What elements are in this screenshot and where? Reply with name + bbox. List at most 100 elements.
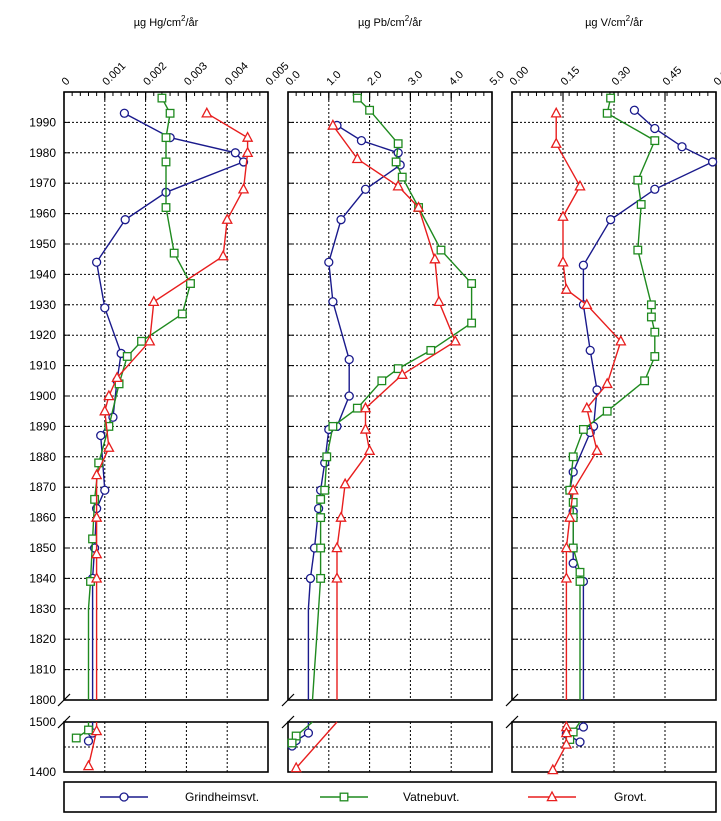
- data-point: [363, 444, 376, 455]
- data-point: [328, 297, 338, 307]
- y-tick-label: 1920: [29, 328, 56, 342]
- data-point: [201, 106, 213, 118]
- data-point: [90, 572, 103, 583]
- x-tick-label: 5.0: [488, 69, 507, 88]
- data-point: [104, 421, 114, 431]
- data-point: [359, 423, 372, 434]
- data-point: [83, 736, 94, 746]
- data-point: [177, 309, 187, 319]
- panel-1: [57, 91, 269, 773]
- data-point: [650, 123, 660, 134]
- data-point: [84, 725, 93, 735]
- legend-label: Vatnebuvt.: [403, 790, 459, 804]
- data-point: [606, 93, 616, 103]
- x-tick-label: 4.0: [447, 69, 466, 88]
- data-point: [320, 485, 330, 495]
- data-point: [238, 157, 249, 167]
- data-point: [377, 376, 387, 386]
- y-tick-label: 1830: [29, 602, 56, 616]
- data-point: [303, 728, 314, 738]
- data-point: [568, 467, 578, 477]
- y-tick-label: 1930: [29, 298, 56, 312]
- data-point: [71, 733, 81, 743]
- data-point: [91, 257, 102, 267]
- x-tick-label: 1.0: [324, 69, 343, 88]
- data-point: [88, 534, 98, 544]
- data-point: [316, 543, 326, 553]
- legend-label: Grovt.: [614, 790, 647, 804]
- data-point: [564, 511, 576, 522]
- data-point: [230, 148, 241, 158]
- panel-frames: [57, 91, 717, 773]
- series-line: [295, 721, 338, 769]
- data-point: [148, 295, 160, 307]
- data-point: [356, 135, 367, 146]
- data-point: [578, 424, 588, 434]
- data-point: [602, 108, 612, 118]
- data-point: [221, 213, 233, 224]
- x-tick-label: 0.002: [141, 60, 169, 88]
- data-point: [82, 759, 95, 771]
- data-point: [557, 210, 569, 221]
- y-tick-label: 1960: [29, 207, 56, 221]
- data-point: [120, 215, 130, 225]
- data-point: [344, 391, 354, 401]
- series-grovt: [547, 106, 627, 775]
- data-point: [426, 345, 436, 355]
- x-tick-label: 0.00: [508, 64, 532, 88]
- y-tick-label: 1880: [29, 450, 56, 464]
- data-point: [567, 483, 579, 495]
- panel-3: [505, 91, 717, 773]
- data-point: [615, 334, 627, 346]
- data-point: [365, 105, 375, 115]
- data-point: [344, 354, 354, 365]
- x-tick-label: 0.60: [712, 64, 721, 88]
- data-point: [169, 248, 179, 258]
- data-point: [217, 249, 229, 261]
- data-point: [313, 503, 324, 514]
- series-line: [95, 112, 249, 700]
- y-tick-label: 1940: [29, 267, 56, 281]
- data-point: [633, 175, 643, 185]
- data-point: [137, 336, 146, 346]
- data-point: [605, 215, 616, 225]
- y-tick-label: 1900: [29, 389, 56, 403]
- data-point: [352, 403, 362, 413]
- data-point: [650, 327, 660, 337]
- series-line: [91, 112, 245, 700]
- data-point: [392, 179, 404, 191]
- data-point: [305, 573, 316, 584]
- data-point: [359, 401, 372, 413]
- y-tick-label: 1970: [29, 176, 56, 190]
- data-point: [467, 318, 477, 328]
- data-point: [560, 726, 573, 738]
- data-point: [143, 334, 156, 346]
- data-point: [157, 93, 167, 103]
- x-tick-label: 3.0: [406, 69, 425, 88]
- data-point: [241, 146, 254, 158]
- legend-marker: [546, 790, 558, 802]
- data-point: [339, 477, 351, 489]
- y-tick-label: 1850: [29, 541, 56, 555]
- axis-break-mark: [281, 693, 295, 707]
- data-point: [351, 152, 364, 164]
- x-tick-label: 0.15: [559, 64, 583, 88]
- panel-title: µg Hg/cm2/år: [134, 14, 199, 29]
- data-point: [467, 279, 477, 288]
- data-point: [161, 133, 171, 143]
- data-point: [360, 184, 371, 194]
- data-point: [581, 401, 593, 413]
- data-point: [560, 541, 573, 553]
- data-point: [578, 722, 589, 732]
- data-point: [550, 106, 562, 118]
- data-point: [111, 371, 123, 383]
- data-point: [429, 252, 441, 264]
- data-point: [103, 389, 115, 401]
- x-tick-label: 0.45: [661, 64, 685, 88]
- series-line: [569, 109, 715, 700]
- data-point: [352, 93, 362, 103]
- data-point: [165, 108, 175, 118]
- data-point: [393, 139, 403, 149]
